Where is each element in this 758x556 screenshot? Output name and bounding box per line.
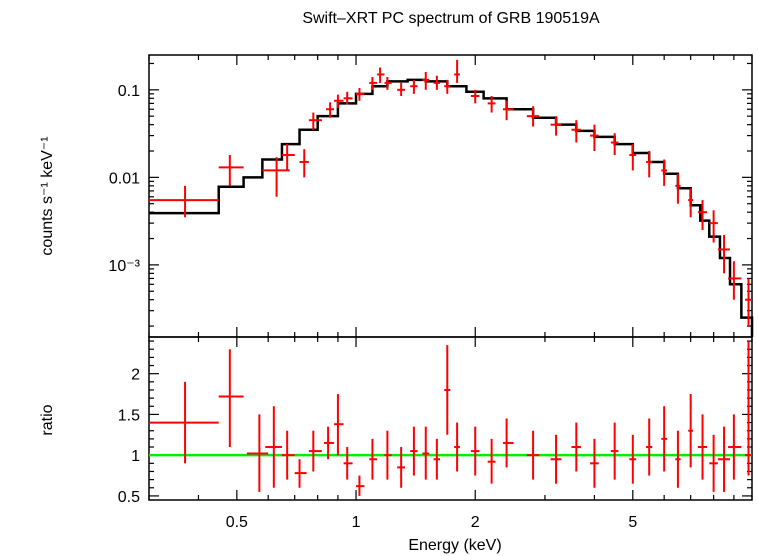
- ratio-point: [343, 447, 353, 480]
- top-panel-frame: [148, 54, 753, 338]
- spectrum-point: [308, 112, 322, 130]
- ratio-point: [294, 459, 307, 488]
- spectrum-point: [343, 91, 353, 105]
- spectrum-point: [646, 151, 653, 178]
- y-tick-label-bottom: 1.5: [118, 407, 140, 424]
- ratio-point: [661, 406, 667, 472]
- ratio-point: [308, 430, 322, 472]
- bottom-ticks: 0.5 1 2 5 0.5 1 1.5 2: [118, 337, 753, 531]
- ratio-point: [590, 438, 599, 488]
- spectrum-point: [744, 278, 752, 327]
- spectrum-point: [422, 71, 430, 90]
- spectrum-point: [697, 200, 708, 231]
- spectrum-point: [629, 144, 637, 171]
- spectrum-point: [149, 185, 219, 218]
- x-tick-label: 2: [471, 514, 480, 531]
- ratio-point: [728, 414, 742, 480]
- ratio-point: [610, 422, 619, 480]
- spectrum-point: [717, 234, 731, 274]
- x-tick-label: 0.5: [226, 514, 248, 531]
- spectrum-point: [610, 133, 619, 156]
- spectrum-point: [444, 79, 451, 94]
- spectrum-point: [688, 188, 694, 218]
- ratio-point: [397, 447, 406, 488]
- ratio-point: [384, 430, 392, 480]
- spectrum-point: [571, 120, 582, 143]
- ratio-point: [246, 414, 269, 492]
- ratio-point: [709, 434, 718, 492]
- bottom-data-points: [149, 341, 752, 496]
- ratio-point: [369, 438, 378, 480]
- spectrum-point: [281, 144, 295, 171]
- spectrum-point: [369, 77, 378, 90]
- spectrum-point: [709, 210, 718, 243]
- spectrum-point: [502, 100, 514, 121]
- spectrum-point: [262, 157, 290, 197]
- y-tick-label-top: 0.01: [109, 170, 140, 187]
- ratio-point: [629, 434, 637, 484]
- top-ticks: 0.1 0.01 10⁻³: [108, 55, 753, 337]
- ratio-point: [334, 394, 344, 456]
- x-axis-label: Energy (keV): [408, 537, 501, 554]
- spectrum-point: [299, 149, 309, 178]
- ratio-point: [470, 426, 480, 476]
- spectrum-point: [728, 261, 742, 300]
- spectrum-point: [410, 79, 418, 94]
- y-tick-label-top: 0.1: [118, 83, 140, 100]
- ratio-point: [697, 414, 708, 480]
- y-tick-label-bottom: 0.5: [118, 489, 140, 506]
- ratio-point: [422, 426, 430, 480]
- ratio-point: [502, 418, 514, 468]
- model-step-line: [149, 78, 754, 337]
- spectrum-point: [433, 75, 441, 90]
- ratio-point: [356, 475, 365, 496]
- ratio-point: [281, 430, 295, 480]
- bottom-y-axis-label: ratio: [39, 404, 56, 435]
- x-tick-label: 1: [352, 514, 361, 531]
- spectrum-point: [356, 87, 365, 101]
- y-tick-label-bottom: 1: [131, 448, 140, 465]
- spectrum-point: [326, 102, 335, 118]
- ratio-point: [265, 406, 282, 488]
- spectrum-point: [384, 77, 392, 90]
- ratio-point: [323, 426, 335, 460]
- y-tick-label-top: 10⁻³: [108, 258, 140, 275]
- spectrum-point: [526, 106, 540, 127]
- spectrum-point: [334, 94, 344, 109]
- ratio-point: [675, 430, 681, 488]
- x-tick-label: 5: [628, 514, 637, 531]
- bottom-panel-frame: [148, 336, 753, 501]
- spectrum-point: [487, 96, 496, 113]
- chart-title: Swift–XRT PC spectrum of GRB 190519A: [302, 10, 600, 27]
- ratio-point: [688, 394, 694, 468]
- ratio-point: [433, 438, 441, 480]
- spectrum-point: [550, 116, 562, 136]
- ratio-point: [744, 341, 752, 476]
- spectrum-point: [675, 173, 681, 204]
- spectrum-point: [218, 155, 244, 186]
- ratio-point: [444, 345, 451, 435]
- ratio-point: [454, 422, 460, 472]
- top-model-line: [149, 78, 754, 337]
- ratio-point: [410, 426, 418, 476]
- ratio-point: [717, 426, 731, 492]
- spectrum-point: [454, 59, 460, 83]
- ratio-point: [218, 349, 244, 448]
- spectrum-point: [590, 124, 599, 152]
- ratio-point: [550, 434, 562, 484]
- spectrum-point: [470, 89, 480, 104]
- ratio-point: [526, 430, 540, 480]
- top-y-axis-label: counts s⁻¹ keV⁻¹: [39, 136, 56, 255]
- spectrum-point: [661, 159, 667, 186]
- ratio-point: [487, 438, 496, 484]
- y-tick-label-bottom: 2: [131, 367, 140, 384]
- ratio-point: [646, 418, 653, 476]
- ratio-point: [149, 381, 219, 464]
- top-data-points: [149, 59, 752, 327]
- spectrum-point: [397, 82, 406, 97]
- spectrum-point: [377, 67, 385, 83]
- ratio-point: [571, 422, 582, 472]
